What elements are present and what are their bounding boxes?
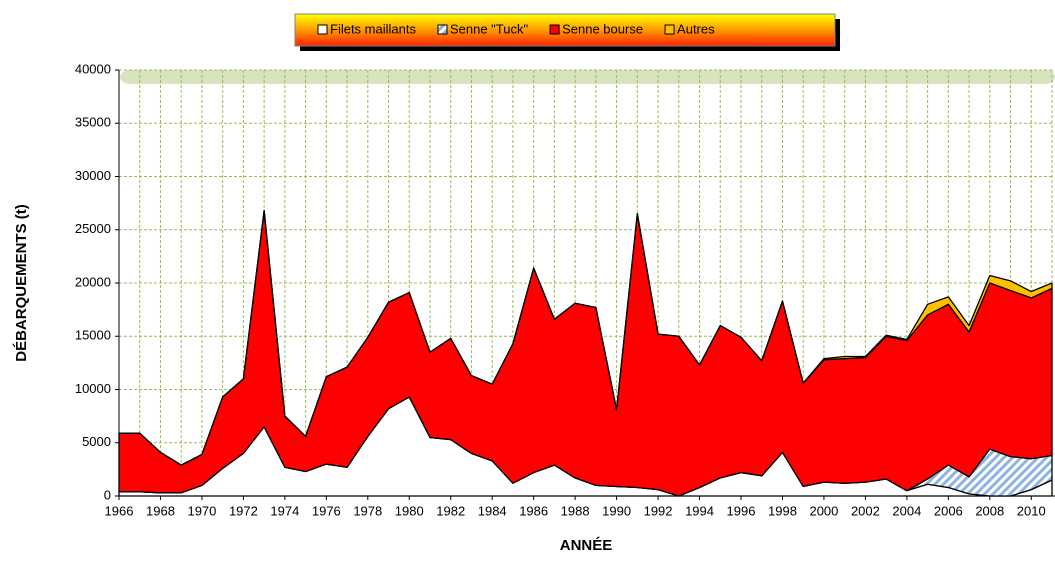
area — [118, 209, 1053, 466]
x-tick-label: 1982 — [436, 503, 465, 518]
x-axis-label: ANNÉE — [560, 537, 613, 554]
y-tick-label: 35000 — [75, 115, 111, 130]
legend-swatch — [437, 24, 448, 35]
y-tick-label: 30000 — [75, 168, 111, 183]
y-tick-label: 0 — [104, 487, 111, 502]
y-tick-label: 5000 — [82, 434, 111, 449]
legend-label: Autres — [677, 21, 715, 36]
x-tick-label: 1986 — [519, 503, 548, 518]
y-tick-label: 25000 — [75, 221, 111, 236]
x-tick-label: 1992 — [644, 503, 673, 518]
y-tick-label: 15000 — [75, 328, 111, 343]
x-tick-label: 1984 — [478, 503, 507, 518]
y-tick-label: 20000 — [75, 274, 111, 289]
legend-swatch — [317, 24, 328, 35]
x-tick-label: 1970 — [187, 503, 216, 518]
x-tick-label: 1972 — [229, 503, 258, 518]
x-tick-label: 1978 — [353, 503, 382, 518]
x-tick-label: 2008 — [975, 503, 1004, 518]
legend — [294, 13, 836, 47]
x-tick-label: 2010 — [1017, 503, 1046, 518]
x-tick-label: 1998 — [768, 503, 797, 518]
x-tick-label: 2000 — [809, 503, 838, 518]
x-tick-label: 1966 — [105, 503, 134, 518]
legend-label: Senne bourse — [562, 21, 643, 36]
x-tick-label: 1990 — [602, 503, 631, 518]
x-tick-label: 2004 — [892, 503, 921, 518]
y-axis-label: DÉBARQUEMENTS (t) — [13, 204, 30, 362]
x-tick-label: 1974 — [270, 503, 299, 518]
x-tick-label: 1988 — [561, 503, 590, 518]
y-tick-label: 40000 — [75, 61, 111, 76]
plot-decoration — [120, 70, 1055, 84]
x-tick-label: 1996 — [727, 503, 756, 518]
x-tick-label: 1980 — [395, 503, 424, 518]
y-tick-label: 10000 — [75, 381, 111, 396]
x-tick-label: 2006 — [934, 503, 963, 518]
x-tick-label: 1994 — [685, 503, 714, 518]
legend-swatch — [664, 24, 675, 35]
legend-swatch — [549, 24, 560, 35]
x-tick-label: 1976 — [312, 503, 341, 518]
legend-label: Senne "Tuck" — [450, 21, 529, 36]
x-tick-label: 1968 — [146, 503, 175, 518]
legend-label: Filets maillants — [330, 21, 416, 36]
x-tick-label: 2002 — [851, 503, 880, 518]
